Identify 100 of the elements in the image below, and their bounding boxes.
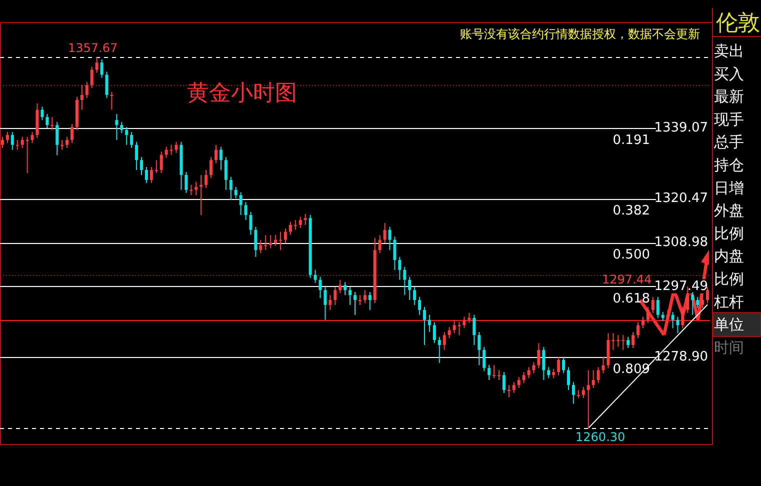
candlestick <box>284 228 287 244</box>
candlestick <box>318 276 322 299</box>
candlestick <box>378 234 382 254</box>
candlestick <box>542 346 546 381</box>
candlestick <box>408 276 412 301</box>
candlestick <box>100 58 104 78</box>
annotation: 1297.44 <box>602 272 652 287</box>
text: 时间 <box>714 338 744 356</box>
candlestick <box>26 136 29 174</box>
candlestick <box>468 312 471 324</box>
candlestick <box>105 71 108 98</box>
candlestick <box>190 184 193 196</box>
candlestick <box>30 131 34 144</box>
candlestick <box>304 213 307 226</box>
candlestick <box>224 156 228 190</box>
candlestick <box>572 381 575 404</box>
candlestick <box>274 234 278 246</box>
text: 外盘 <box>714 202 744 220</box>
candlestick <box>641 316 644 329</box>
candlestick <box>383 222 386 244</box>
candlestick <box>458 322 461 336</box>
candlestick <box>154 160 158 174</box>
candlestick <box>234 186 238 199</box>
candlestick <box>288 221 292 236</box>
candlestick <box>691 292 694 316</box>
candlestick <box>398 256 402 280</box>
candlestick <box>651 296 654 314</box>
text: 总手 <box>713 133 744 152</box>
candlestick <box>254 226 258 258</box>
candlestick <box>363 290 366 304</box>
candlestick <box>66 136 69 148</box>
candlestick <box>95 56 98 74</box>
candlestick <box>170 144 173 156</box>
candlestick <box>507 384 510 398</box>
candlestick <box>671 311 674 329</box>
annotation: 0.500 <box>612 248 650 263</box>
text: 伦敦 <box>716 11 760 36</box>
candlestick <box>413 286 416 306</box>
candlestick <box>488 364 491 381</box>
y-tick-label: 1278.90 <box>654 350 708 365</box>
text: 买入 <box>714 64 744 83</box>
candlestick <box>60 139 64 150</box>
candlestick <box>110 91 114 110</box>
candlestick <box>125 126 128 146</box>
annotation: 1357.67 <box>68 40 118 55</box>
candlestick <box>612 332 615 350</box>
text: 黄金小时图 <box>187 81 297 106</box>
candlestick <box>204 170 208 188</box>
candlestick <box>80 84 84 110</box>
candlestick <box>314 269 317 284</box>
candlestick <box>448 326 451 339</box>
candlestick <box>547 366 550 379</box>
candlestick <box>160 151 163 174</box>
candlestick <box>616 334 620 348</box>
candlestick <box>626 336 630 349</box>
candlestick <box>596 366 600 384</box>
annotation: 账号没有该合约行情数据授权，数据不会更新 <box>460 27 700 41</box>
candlestick <box>184 171 188 194</box>
text: 现手 <box>714 110 744 128</box>
candlestick <box>517 376 520 389</box>
candlestick <box>676 316 680 334</box>
candlestick <box>200 174 203 216</box>
candlestick <box>130 131 134 148</box>
candlestick <box>552 368 556 379</box>
y-tick-label: 1320.47 <box>654 191 708 206</box>
text: 杠杆 <box>713 292 744 311</box>
y-tick-label: 1339.07 <box>654 120 708 136</box>
text: 比例 <box>714 224 744 242</box>
candlestick <box>164 146 168 158</box>
candlestick <box>681 306 684 329</box>
annotation: 0.618 <box>612 291 650 306</box>
candlestick <box>354 292 356 316</box>
candlestick <box>249 211 252 236</box>
candlestick <box>512 381 516 394</box>
candlestick <box>50 116 54 130</box>
candlestick <box>46 113 49 129</box>
candlestick <box>586 370 590 429</box>
candlestick <box>368 292 372 310</box>
candlestick <box>239 192 242 216</box>
candlestick <box>328 294 332 310</box>
candlestick <box>566 366 570 390</box>
candlestick <box>582 386 585 398</box>
candlestick <box>214 144 218 164</box>
candlestick <box>388 226 392 251</box>
candlestick <box>418 296 422 316</box>
candlestick <box>140 156 144 176</box>
candlestick <box>696 296 700 309</box>
candlestick <box>0 136 4 148</box>
candlestick <box>666 309 670 322</box>
candlestick <box>646 306 650 324</box>
candlestick <box>324 286 327 320</box>
candlestick <box>334 286 337 306</box>
candlestick <box>592 370 595 389</box>
candlestick <box>10 131 14 150</box>
candlestick <box>120 121 124 134</box>
candlestick <box>527 366 530 379</box>
candlestick <box>492 364 496 379</box>
candlestick <box>452 319 456 334</box>
candlestick <box>478 332 481 366</box>
candlestick <box>432 322 436 344</box>
